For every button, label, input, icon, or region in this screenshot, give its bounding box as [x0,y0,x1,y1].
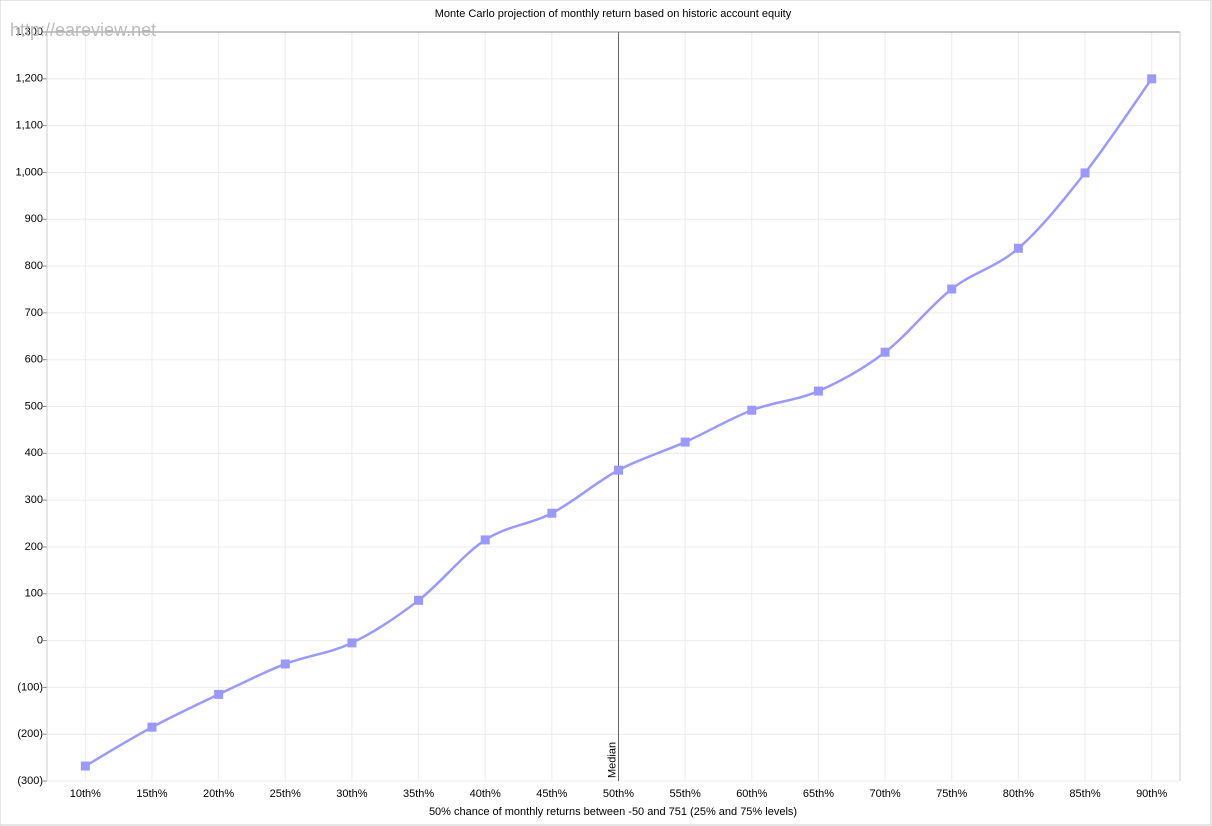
x-tick-label: 40th% [470,788,501,800]
y-tick-label: (100) [17,681,43,693]
y-tick-label: 1,300 [15,26,43,38]
y-tick-label: 600 [25,354,43,366]
y-tick-label: 100 [25,588,43,600]
point [680,437,690,447]
x-tick-label: 50th% [603,788,634,800]
x-axis-title: 50% chance of monthly returns between -5… [429,806,797,818]
point [80,761,90,771]
point [147,722,157,732]
y-tick-label: (300) [17,775,43,787]
point [747,405,757,415]
y-tick-label: 200 [25,541,43,553]
x-tick-label: 30th% [336,788,367,800]
y-tick-label: 800 [25,260,43,272]
y-tick-label: 500 [25,400,43,412]
y-tick-label: 300 [25,494,43,506]
x-tick-label: 15th% [136,788,167,800]
median-label: Median [606,742,618,778]
point [813,386,823,396]
y-tick-label: 1,100 [15,120,43,132]
point [947,284,957,294]
y-tick-label: 1,000 [15,166,43,178]
point [480,535,490,545]
y-tick-label: 900 [25,213,43,225]
x-tick-label: 65th% [803,788,834,800]
y-tick-label: 400 [25,447,43,459]
point [1080,168,1090,178]
x-tick-label: 55th% [670,788,701,800]
point [614,465,623,475]
y-tick-label: (200) [17,728,43,740]
point [1147,74,1157,84]
series-line [84,78,1153,768]
point [347,638,357,648]
point [547,508,557,518]
chart-title: Monte Carlo projection of monthly return… [435,8,792,20]
point [880,347,890,357]
x-tick-label: 25th% [270,788,301,800]
watermark: http://eareview.net [10,20,156,40]
x-tick-label: 60th% [736,788,767,800]
x-tick-label: 90th% [1136,788,1167,800]
x-tick-label: 10th% [70,788,101,800]
x-tick-label: 75th% [936,788,967,800]
x-tick-label: 70th% [869,788,900,800]
point [214,689,224,699]
y-tick-label: 0 [37,634,43,646]
x-tick-label: 35th% [403,788,434,800]
point [1013,243,1023,253]
x-tick-label: 20th% [203,788,234,800]
x-tick-label: 80th% [1003,788,1034,800]
y-tick-label: 700 [25,307,43,319]
x-tick-label: 45th% [536,788,567,800]
point [414,595,424,605]
x-tick-label: 85th% [1069,788,1100,800]
point [280,659,290,669]
y-tick-label: 1,200 [15,73,43,85]
